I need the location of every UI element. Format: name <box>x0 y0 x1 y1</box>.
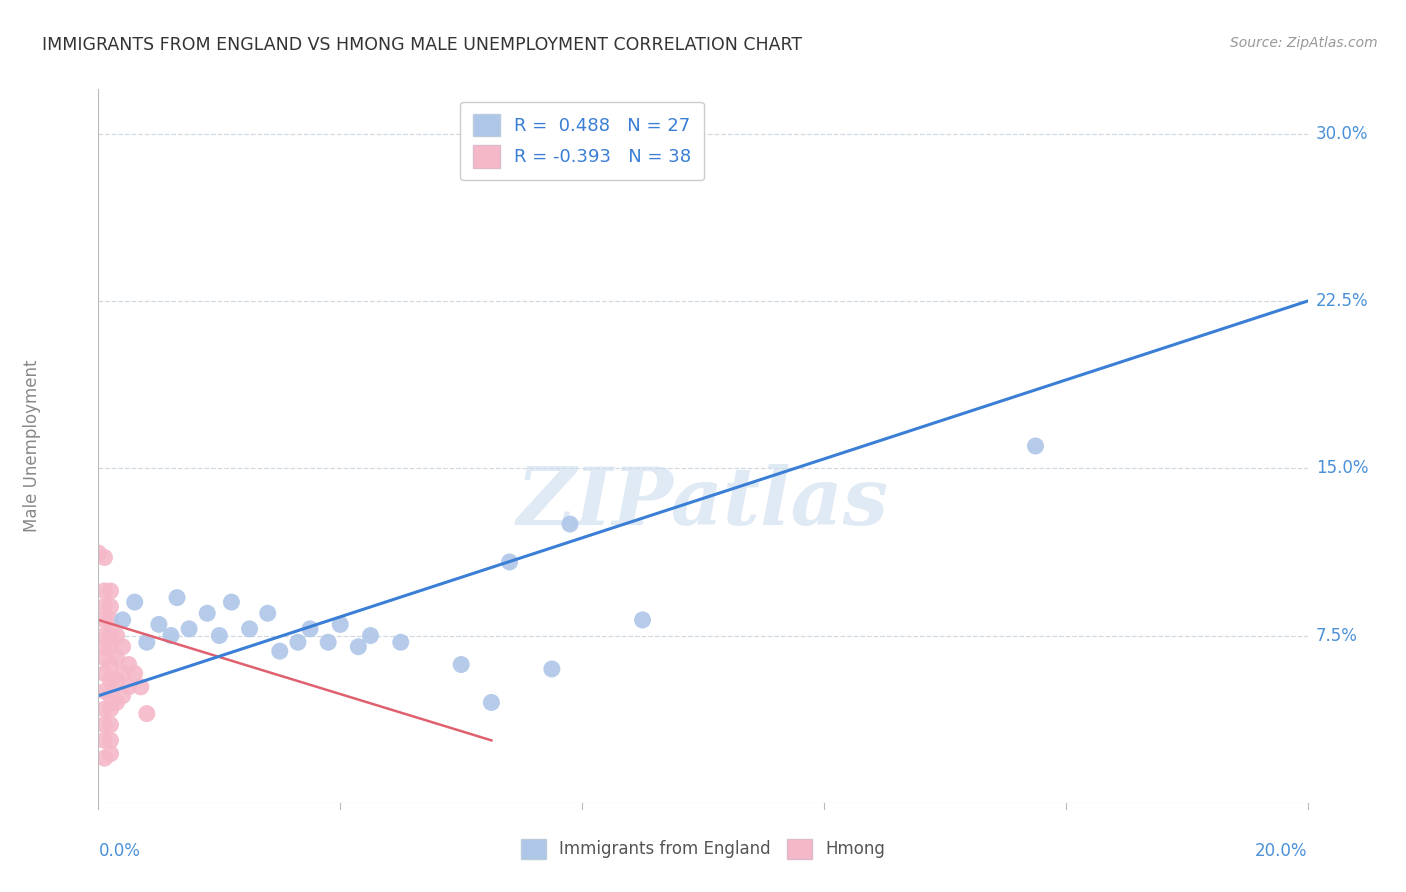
Point <box>347 640 370 654</box>
Point <box>105 673 128 687</box>
Point <box>498 555 520 569</box>
Point <box>481 696 503 710</box>
Point <box>118 657 141 672</box>
Point <box>100 613 122 627</box>
Point <box>111 640 134 654</box>
Point <box>105 628 128 642</box>
Point <box>93 550 115 565</box>
Point <box>195 607 218 621</box>
Point <box>160 628 183 642</box>
Text: IMMIGRANTS FROM ENGLAND VS HMONG MALE UNEMPLOYMENT CORRELATION CHART: IMMIGRANTS FROM ENGLAND VS HMONG MALE UN… <box>42 36 803 54</box>
Point <box>93 666 115 681</box>
Legend: Immigrants from England, Hmong: Immigrants from England, Hmong <box>515 832 891 866</box>
Point <box>93 702 115 716</box>
Point <box>93 751 115 765</box>
Point <box>93 599 115 614</box>
Point <box>360 628 382 642</box>
Point <box>100 733 122 747</box>
Point <box>1024 439 1046 453</box>
Point <box>100 747 122 761</box>
Point <box>100 657 122 672</box>
Point <box>100 717 122 731</box>
Point <box>93 628 115 642</box>
Point <box>631 613 654 627</box>
Point <box>93 651 115 665</box>
Point <box>299 622 322 636</box>
Point <box>111 666 134 681</box>
Point <box>93 613 115 627</box>
Point <box>100 583 122 598</box>
Point <box>87 546 110 560</box>
Point <box>177 622 201 636</box>
Point <box>239 622 262 636</box>
Text: 30.0%: 30.0% <box>1316 125 1368 143</box>
Point <box>287 635 309 649</box>
Text: 15.0%: 15.0% <box>1316 459 1368 477</box>
Point <box>93 640 115 654</box>
Point <box>269 644 291 658</box>
Text: 7.5%: 7.5% <box>1316 626 1358 645</box>
Point <box>93 717 115 731</box>
Point <box>100 673 122 687</box>
Point <box>135 706 157 721</box>
Point <box>221 595 243 609</box>
Point <box>105 696 128 710</box>
Point <box>316 635 339 649</box>
Point <box>124 595 146 609</box>
Text: 22.5%: 22.5% <box>1316 292 1368 310</box>
Point <box>129 680 152 694</box>
Point <box>111 613 134 627</box>
Point <box>100 640 122 654</box>
Point <box>105 651 128 665</box>
Point <box>93 733 115 747</box>
Text: ZIPatlas: ZIPatlas <box>517 465 889 541</box>
Point <box>100 628 122 642</box>
Text: Male Unemployment: Male Unemployment <box>22 359 41 533</box>
Point <box>208 628 231 642</box>
Point <box>540 662 562 676</box>
Point <box>389 635 412 649</box>
Point <box>100 689 122 703</box>
Text: Source: ZipAtlas.com: Source: ZipAtlas.com <box>1230 36 1378 50</box>
Point <box>100 702 122 716</box>
Point <box>100 599 122 614</box>
Text: 20.0%: 20.0% <box>1256 842 1308 860</box>
Point <box>124 666 146 681</box>
Point <box>135 635 157 649</box>
Point <box>166 591 188 605</box>
Point <box>329 617 352 632</box>
Text: 0.0%: 0.0% <box>98 842 141 860</box>
Point <box>558 517 581 532</box>
Point <box>93 684 115 698</box>
Point <box>111 689 134 703</box>
Point <box>450 657 472 672</box>
Point <box>93 583 115 598</box>
Point <box>148 617 170 632</box>
Point <box>256 607 278 621</box>
Point <box>118 680 141 694</box>
